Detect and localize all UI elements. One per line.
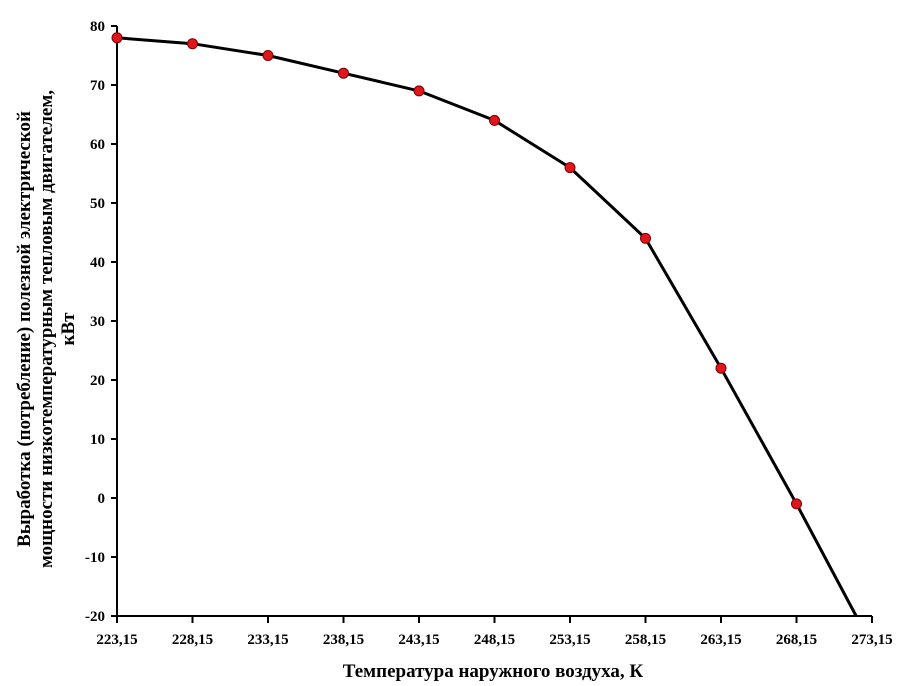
y-axis-title: Выработка (потребление) полезной электри… [14,90,79,568]
y-axis-title-line-2: мощности низкотемпературным тепловым дви… [36,90,57,568]
data-point [791,498,802,510]
y-tick-label: 40 [90,255,105,271]
ticks: -20 -10 0 10 20 30 40 50 60 70 80 223,15 228,15 233,1… [85,19,893,648]
x-tick-label: 248,15 [474,632,515,648]
y-tick-label: -20 [85,609,105,625]
data-point [111,32,123,44]
data-point [413,85,425,97]
y-tick-label: 70 [90,78,105,94]
y-tick-label: 60 [90,137,105,153]
x-tick-label: 253,15 [549,632,590,648]
x-tick-label: 228,15 [172,632,213,648]
data-point [187,38,198,50]
x-tick-label: 238,15 [323,632,364,648]
x-tick-label: 263,15 [700,632,741,648]
x-tick-label: 268,15 [776,632,817,648]
data-point [640,232,651,244]
data-point [564,162,576,174]
y-tick-label: 30 [90,314,105,330]
y-tick-label: 20 [90,373,105,389]
data-point [262,50,274,61]
y-tick-label: 0 [98,491,106,507]
y-tick-label: 10 [90,432,105,448]
x-axis-title: Температура наружного воздуха, К [343,661,644,682]
x-tick-label: 243,15 [398,632,439,648]
data-point [338,67,349,79]
axes [116,26,872,617]
x-tick-label: 258,15 [625,632,666,648]
y-axis-title-line-3: кВт [58,312,79,346]
series-line [116,36,858,617]
y-tick-label: -10 [85,550,105,566]
x-tick-label: 223,15 [96,632,137,648]
y-tick-label: 80 [90,19,105,35]
x-tick-label: 233,15 [247,632,288,648]
data-point [715,362,727,374]
y-tick-label: 50 [90,196,105,212]
y-axis-title-line-1: Выработка (потребление) полезной электри… [14,111,35,547]
data-point [489,114,500,126]
x-tick-label: 273,15 [851,632,892,648]
series [111,32,858,617]
